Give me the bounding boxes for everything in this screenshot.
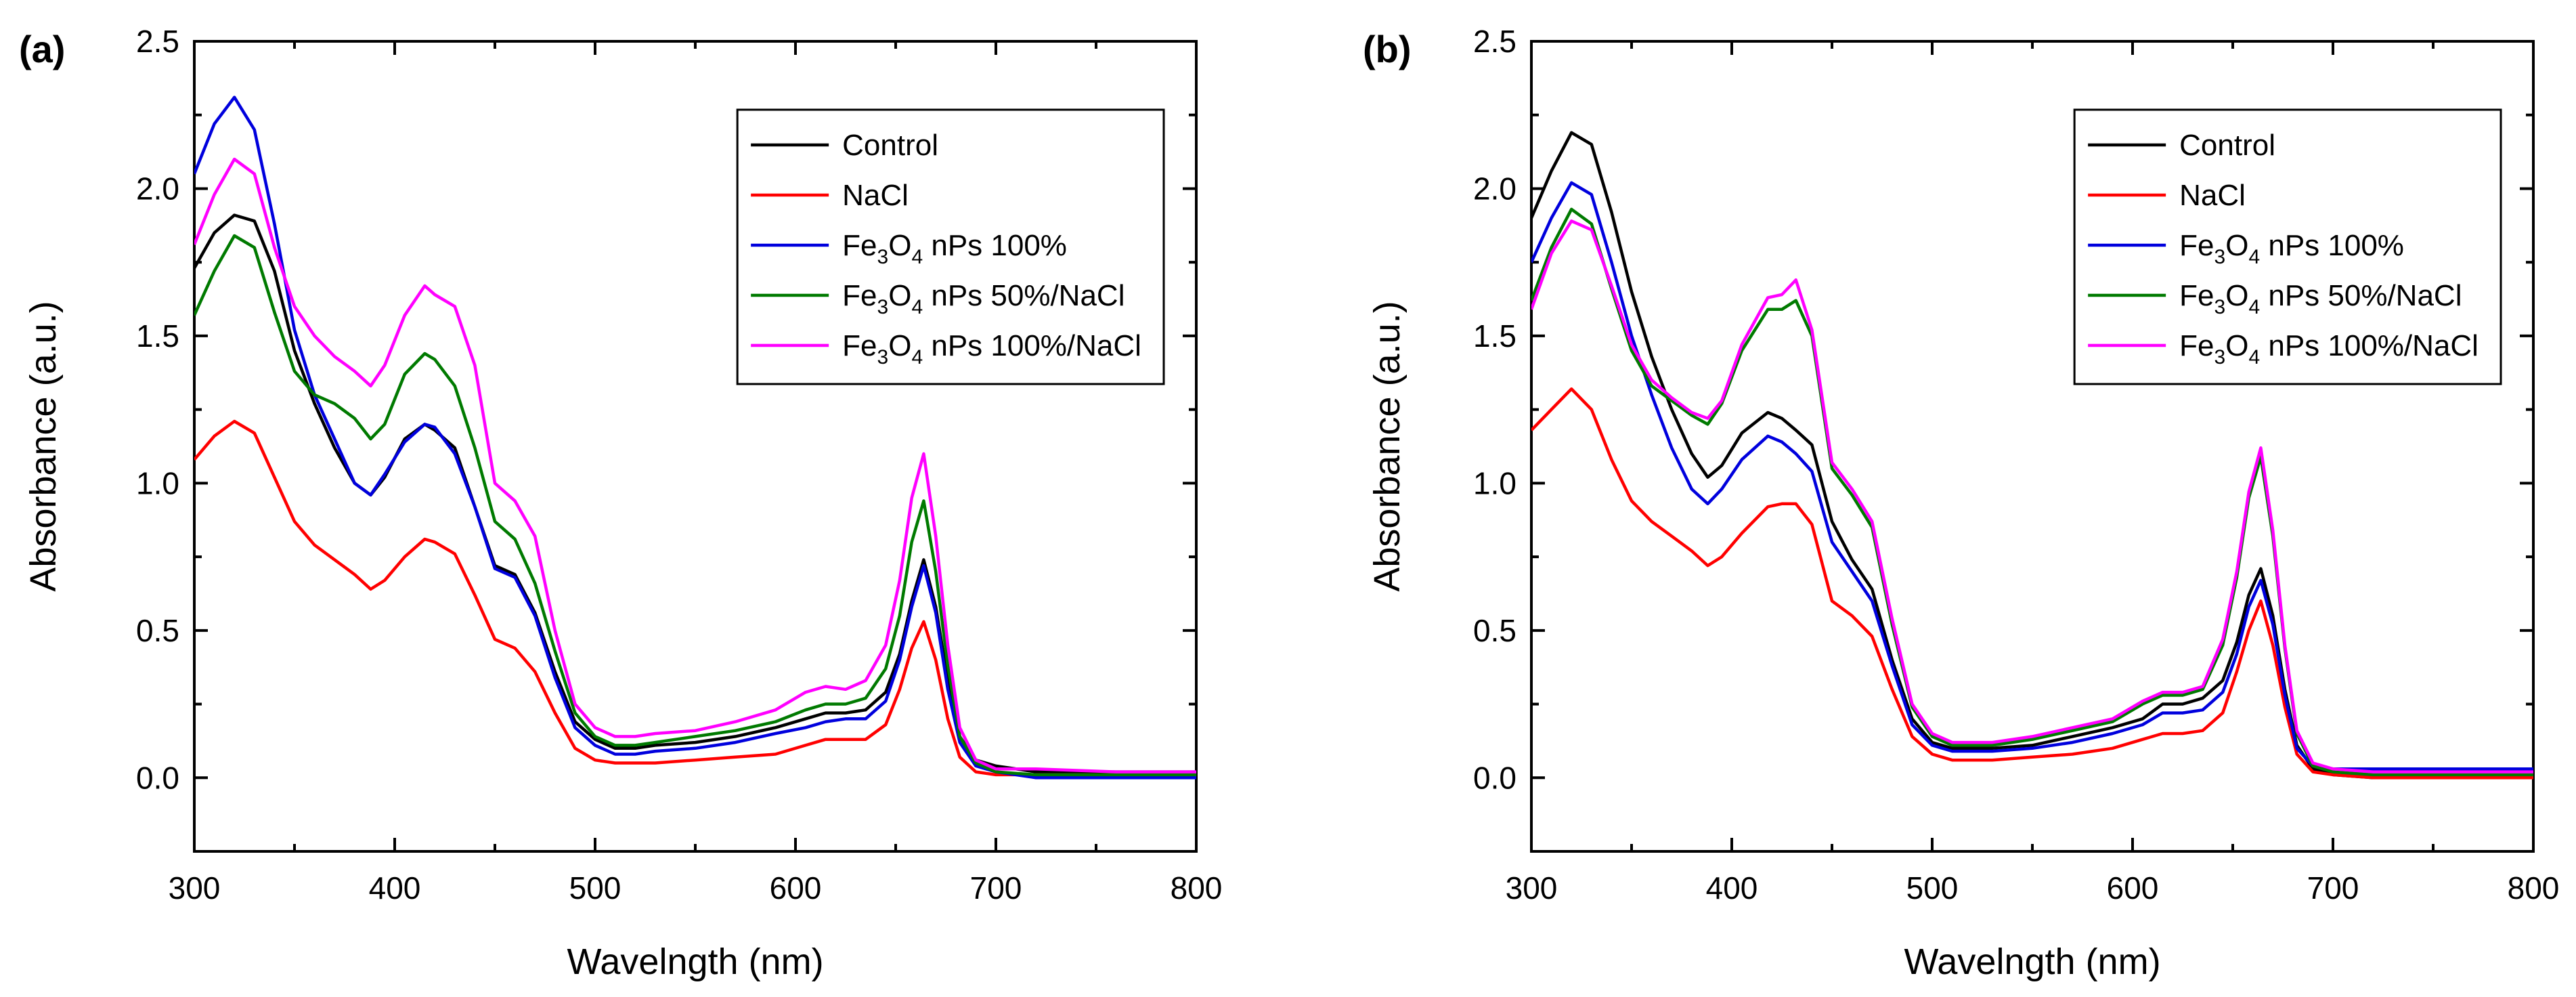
series-line: [194, 234, 1196, 777]
x-axis-title: Wavelngth (nm): [1904, 941, 2160, 982]
y-tick-label: 2.0: [136, 171, 179, 206]
series-line: [194, 157, 1196, 773]
y-tick-label: 2.0: [1473, 171, 1516, 206]
panel-label: (a): [19, 28, 65, 70]
legend-label: Fe3​O4​ nPs 50%/NaCl: [2179, 279, 2462, 318]
x-tick-label: 300: [169, 870, 221, 906]
y-tick-label: 0.5: [1473, 613, 1516, 648]
legend-label: Fe3​O4​ nPs 100%/NaCl: [842, 329, 1141, 368]
series-line: [1531, 387, 2533, 780]
legend-label: Control: [2179, 129, 2275, 162]
x-tick-label: 400: [369, 870, 421, 906]
y-axis-title: Absorbance (a.u.): [1367, 301, 1407, 591]
panel-a: (a) 300 400 500 600 700 800 0.0 0.5 1.0 1.5 2.0 2.5 W…: [19, 24, 1222, 982]
legend: Control NaCl Fe3​O4​ nPs 100% Fe3​O4​ nPs 5…: [736, 108, 1165, 385]
legend-box: [2073, 108, 2502, 385]
panel-b: (b) 300 400 500 600 700 800 0.0 0.5 1.0 1.5 2.0 2.5 W…: [1363, 24, 2559, 982]
legend-label: Fe3​O4​ nPs 100%: [842, 229, 1067, 268]
legend-label: NaCl: [2179, 179, 2246, 212]
legend-box: [736, 108, 1165, 385]
legend-label: Fe3​O4​ nPs 100%/NaCl: [2179, 329, 2479, 368]
x-axis-title: Wavelngth (nm): [567, 941, 823, 982]
x-tick-label: 600: [770, 870, 822, 906]
y-tick-label: 2.5: [136, 24, 179, 59]
series-line: [1531, 181, 2533, 771]
y-tick-label: 0.0: [136, 760, 179, 795]
y-tick-label: 0.5: [136, 613, 179, 648]
x-tick-label: 500: [1906, 870, 1959, 906]
x-tick-label: 800: [2508, 870, 2560, 906]
legend-label: NaCl: [842, 179, 909, 212]
y-axis-title: Absorbance (a.u.): [23, 301, 64, 591]
x-tick-label: 700: [970, 870, 1022, 906]
legend-label: Fe3​O4​ nPs 100%: [2179, 229, 2404, 268]
y-tick-label: 1.0: [1473, 465, 1516, 501]
series-line: [1531, 131, 2533, 780]
y-tick-label: 2.5: [1473, 24, 1516, 59]
legend-label: Control: [842, 129, 938, 162]
series-line: [194, 419, 1196, 777]
legend: Control NaCl Fe3​O4​ nPs 100% Fe3​O4​ nPs 5…: [2073, 108, 2502, 385]
panel-label: (b): [1363, 28, 1412, 70]
y-tick-label: 1.5: [1473, 318, 1516, 354]
series-line: [1531, 219, 2533, 773]
x-tick-label: 400: [1706, 870, 1758, 906]
x-tick-label: 300: [1506, 870, 1558, 906]
y-tick-label: 0.0: [1473, 760, 1516, 795]
series-line: [194, 96, 1196, 780]
legend-label: Fe3​O4​ nPs 50%/NaCl: [842, 279, 1125, 318]
y-tick-label: 1.5: [136, 318, 179, 354]
x-tick-label: 700: [2307, 870, 2359, 906]
x-tick-label: 800: [1171, 870, 1223, 906]
x-tick-label: 500: [569, 870, 621, 906]
x-tick-label: 600: [2107, 870, 2159, 906]
y-tick-label: 1.0: [136, 465, 179, 501]
